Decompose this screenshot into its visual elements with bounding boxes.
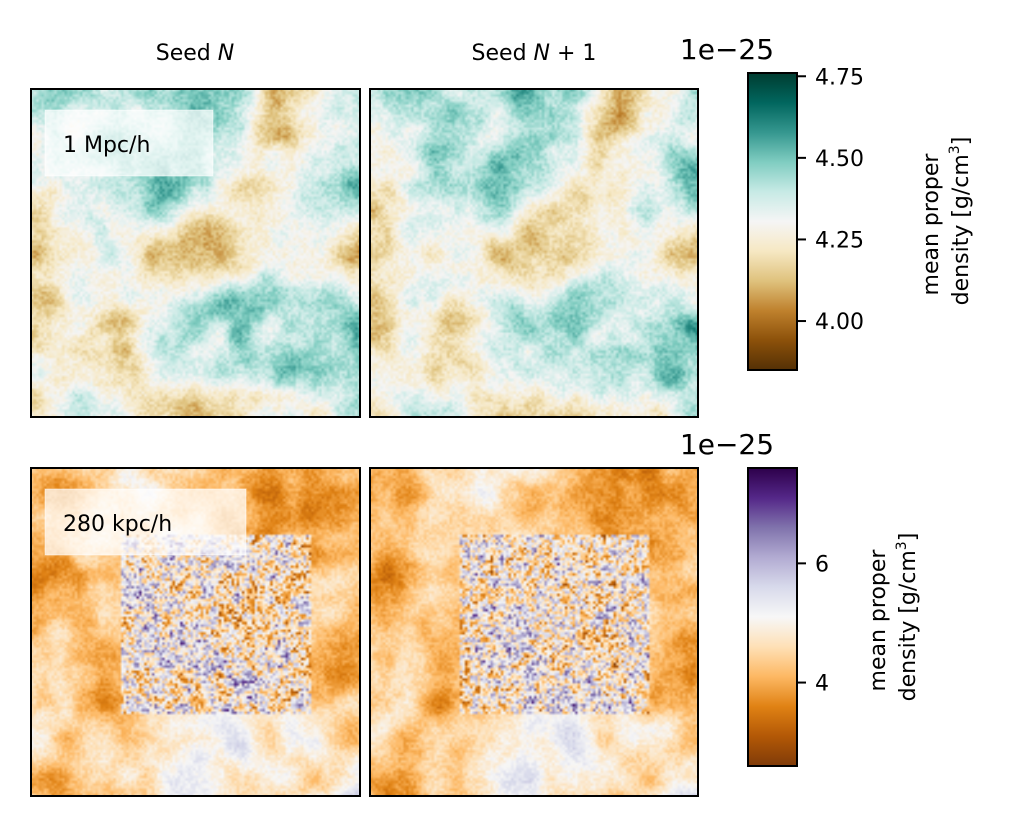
colorbar-1mpc-gradient: [748, 73, 797, 370]
colorbar-tick-label: 6: [815, 552, 829, 577]
scale-label-box-280kpc: 280 kpc/h: [44, 488, 247, 556]
colorbar-280kpc-label: mean proper density [g/cm3]: [866, 533, 921, 702]
colorbar-tick-label: 4.00: [815, 310, 864, 335]
colorbar-280kpc-ticks: 46: [797, 552, 829, 697]
column-title-seed-n: Seed N: [156, 41, 234, 66]
panel-1mpc-seed-n-plus-1: [369, 88, 699, 418]
column-title-seed-n-plus-1: Seed N + 1: [472, 41, 597, 66]
scale-label-1mpc: 1 Mpc/h: [63, 133, 150, 158]
colorbar-280kpc-offset-text: 1e−25: [680, 428, 774, 461]
colorbar-1mpc: 4.00 4.25 4.50 4.75 1e−25 mean proper densi…: [680, 33, 974, 371]
scale-label-box-1mpc: 1 Mpc/h: [44, 109, 214, 177]
colorbar-tick-label: 4.75: [815, 65, 864, 90]
colorbar-1mpc-label: mean proper density [g/cm3]: [919, 137, 974, 306]
colorbar-tick-label: 4: [815, 672, 829, 697]
colorbar-1mpc-ticks: 4.00 4.25 4.50 4.75: [797, 65, 864, 335]
colorbar-tick-label: 4.50: [815, 147, 864, 172]
scale-label-280kpc: 280 kpc/h: [63, 512, 172, 537]
colorbar-tick-label: 4.25: [815, 228, 864, 253]
colorbar-1mpc-offset-text: 1e−25: [680, 33, 774, 66]
colorbar-280kpc-gradient: [748, 468, 797, 766]
density-map-1mpc-seed-n-plus-1: [370, 89, 698, 417]
density-map-280kpc-seed-n-plus-1: [370, 468, 698, 796]
colorbar-280kpc: 46 1e−25 mean proper density [g/cm3]: [680, 428, 921, 767]
panel-280kpc-seed-n-plus-1: [369, 467, 699, 797]
